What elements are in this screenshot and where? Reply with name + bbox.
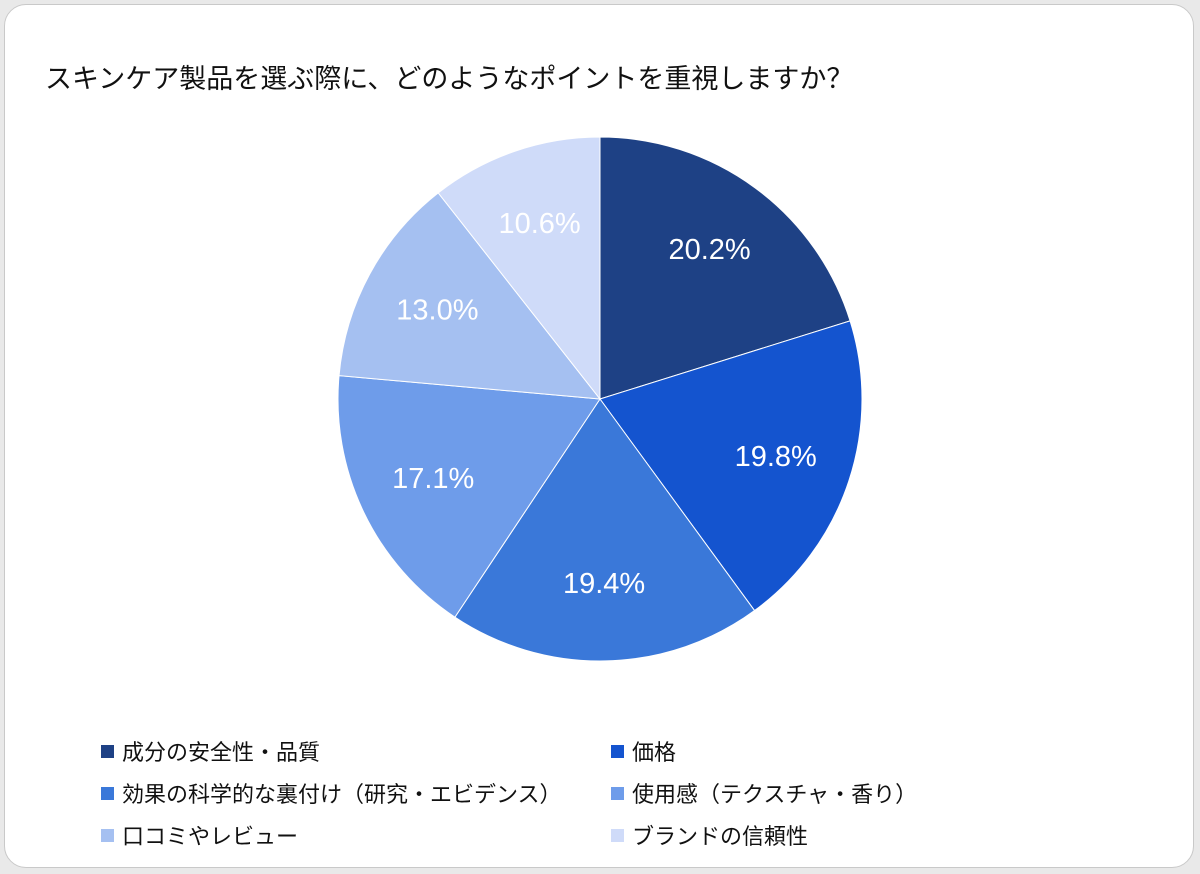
pie-slice-label-2: 19.8% [735, 441, 817, 473]
pie-slice-2 [599, 320, 863, 612]
pie-slice-label-6: 10.6% [498, 208, 580, 240]
pie-chart: 20.2% 19.8% 19.4% 17.1% 13.0% 10.6% [337, 136, 863, 662]
chart-title: スキンケア製品を選ぶ際に、どのようなポイントを重視しますか？ [45, 64, 854, 95]
chart-card: スキンケア製品を選ぶ際に、どのようなポイントを重視しますか？ 20.2% 19.8… [4, 4, 1194, 868]
pie-slice-5 [338, 192, 602, 400]
pie-slice-label-1: 20.2% [668, 234, 750, 266]
pie-slice-label-3: 19.4% [563, 568, 645, 600]
pie-slice-label-4: 17.1% [392, 463, 474, 495]
pie-slice-4 [337, 375, 601, 618]
pie-slice-6 [437, 136, 601, 401]
pie-slice-label-5: 13.0% [396, 295, 478, 327]
pie-slice-3 [454, 398, 756, 662]
pie-slice-1 [599, 136, 851, 400]
